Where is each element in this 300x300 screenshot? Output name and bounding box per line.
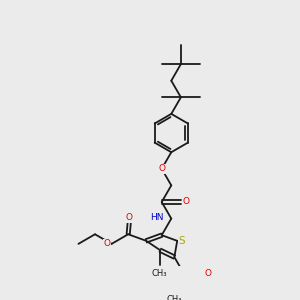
Text: O: O xyxy=(158,164,165,173)
Text: O: O xyxy=(126,213,133,222)
Text: S: S xyxy=(179,236,185,246)
Text: O: O xyxy=(103,239,110,248)
Text: HN: HN xyxy=(150,213,164,222)
Text: O: O xyxy=(204,269,211,278)
Text: CH₃: CH₃ xyxy=(167,295,182,300)
Text: O: O xyxy=(182,197,189,206)
Text: CH₃: CH₃ xyxy=(151,269,167,278)
